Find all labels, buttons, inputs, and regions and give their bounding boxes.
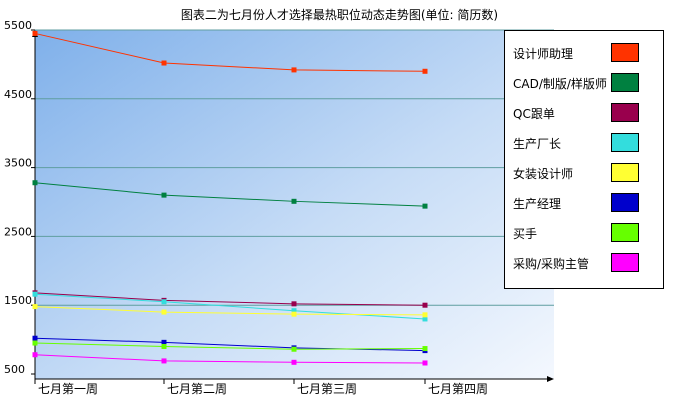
data-point <box>32 335 38 341</box>
data-point <box>422 316 428 322</box>
data-point <box>32 291 38 297</box>
plot-background <box>35 30 554 379</box>
series-line <box>34 292 426 306</box>
legend-item: CAD/制版/样版师 <box>513 71 663 95</box>
series-line <box>34 354 426 364</box>
legend-item: 采购/采购主管 <box>513 251 663 275</box>
series-line <box>34 182 426 207</box>
legend-item: 生产经理 <box>513 191 663 215</box>
data-point <box>422 360 428 366</box>
legend-label: 生产厂长 <box>513 137 562 151</box>
series-1 <box>32 30 428 74</box>
series-line <box>34 32 426 72</box>
series-line <box>34 306 426 316</box>
data-point <box>291 359 297 365</box>
x-tick-label: 七月第四周 <box>428 382 488 396</box>
legend-label: 买手 <box>513 227 538 241</box>
legend-label: 生产经理 <box>513 197 562 211</box>
series-group <box>32 30 428 366</box>
series-2 <box>32 180 428 209</box>
data-point <box>422 346 428 352</box>
data-point <box>32 340 38 346</box>
y-tick-label: 2500 <box>4 225 32 238</box>
data-point <box>161 358 167 364</box>
series-7 <box>32 340 428 352</box>
series-line <box>34 342 426 350</box>
y-tick-label: 1500 <box>4 294 32 307</box>
legend-swatch <box>611 133 639 152</box>
data-point <box>291 301 297 307</box>
data-point <box>161 60 167 66</box>
data-point <box>32 30 38 36</box>
y-tick-label: 3500 <box>4 157 32 170</box>
data-point <box>32 352 38 358</box>
x-tick-label: 七月第三周 <box>297 382 357 396</box>
data-point <box>422 312 428 318</box>
legend-swatch <box>611 223 639 242</box>
data-point <box>161 192 167 198</box>
data-point <box>422 68 428 74</box>
legend-item: QC跟单 <box>513 101 663 125</box>
data-point <box>422 302 428 308</box>
series-5 <box>32 304 428 318</box>
y-tick-label: 5500 <box>4 19 32 32</box>
data-point <box>422 203 428 209</box>
legend-swatch <box>611 73 639 92</box>
data-point <box>161 309 167 315</box>
legend-item: 生产厂长 <box>513 131 663 155</box>
x-tick-label: 七月第一周 <box>38 382 98 396</box>
legend-swatch <box>611 43 639 62</box>
x-tick-label: 七月第二周 <box>167 382 227 396</box>
legend-label: QC跟单 <box>513 107 555 121</box>
legend-swatch <box>611 253 639 272</box>
legend-label: 设计师助理 <box>513 47 574 61</box>
data-point <box>161 343 167 349</box>
series-8 <box>32 352 428 366</box>
legend-swatch <box>611 103 639 122</box>
legend-label: 女装设计师 <box>513 167 574 181</box>
data-point <box>32 304 38 310</box>
data-point <box>32 180 38 186</box>
legend-swatch <box>611 193 639 212</box>
data-point <box>291 311 297 317</box>
legend-item: 设计师助理 <box>513 41 663 65</box>
x-axis-arrow <box>547 376 554 382</box>
legend-item: 女装设计师 <box>513 161 663 185</box>
legend-swatch <box>611 163 639 182</box>
data-point <box>291 308 297 314</box>
legend-label: CAD/制版/样版师 <box>513 77 607 91</box>
data-point <box>161 299 167 305</box>
legend-label: 采购/采购主管 <box>513 257 590 271</box>
legend: 设计师助理 CAD/制版/样版师 QC跟单生产厂长女装设计师生产经理买手采购/采购主… <box>504 30 664 289</box>
chart-title: 图表二为七月份人才选择最热职位动态走势图(单位: 简历数) <box>180 8 499 22</box>
data-point <box>291 346 297 352</box>
data-point <box>291 198 297 204</box>
y-tick-label: 500 <box>4 363 25 376</box>
axis-labels: 500 1500 2500 3500 4500 5500 七月第一周 七月第二周 七月第三周 七月… <box>4 19 488 396</box>
legend-item: 买手 <box>513 221 663 245</box>
data-point <box>161 339 167 345</box>
y-tick-label: 4500 <box>4 88 32 101</box>
data-point <box>291 67 297 73</box>
